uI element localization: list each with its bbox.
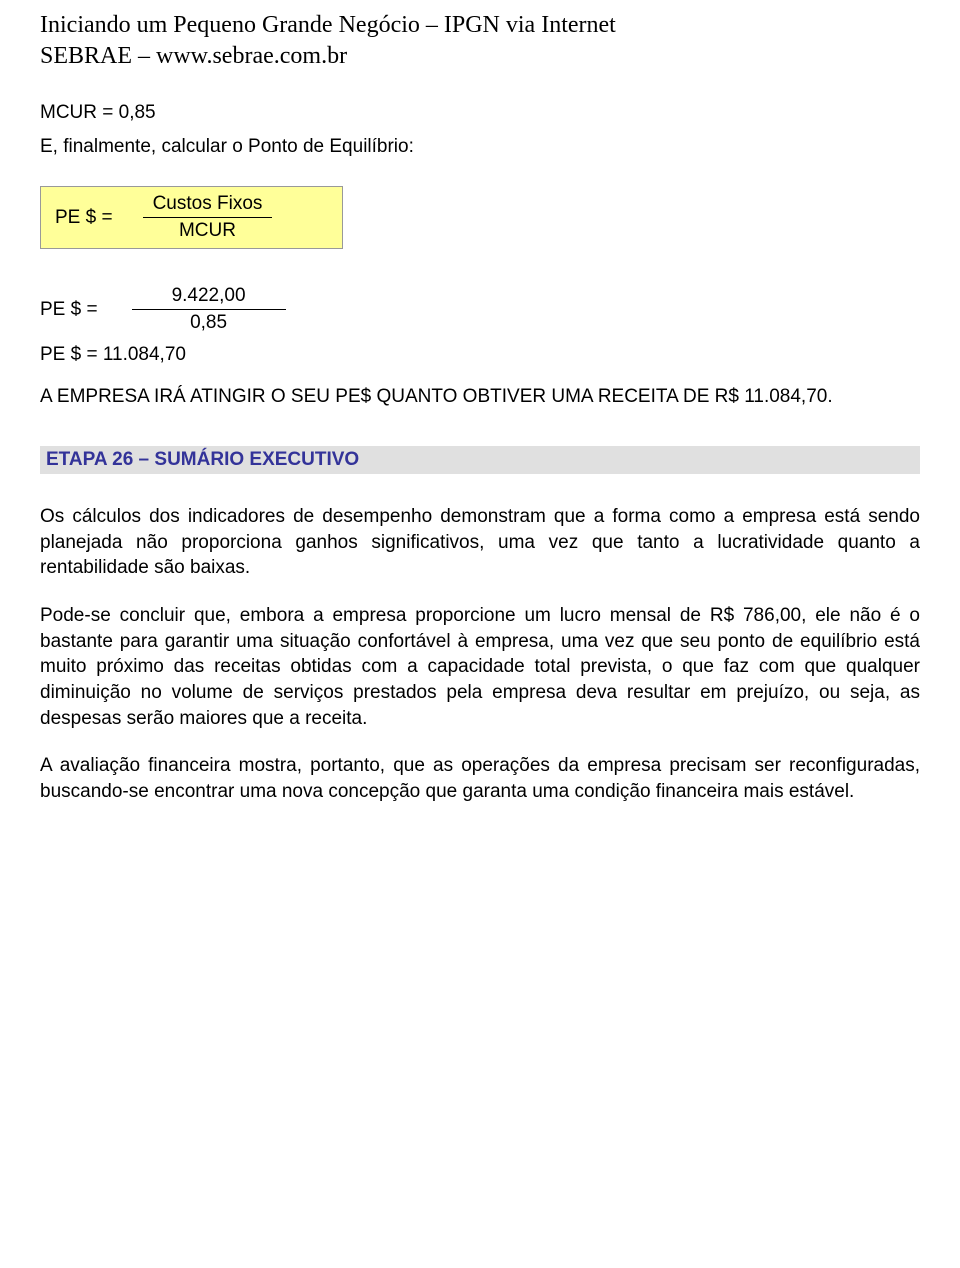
document-title: Iniciando um Pequeno Grande Negócio – IP…: [40, 10, 920, 41]
calculation-lhs: PE $ =: [40, 299, 132, 321]
section-heading: ETAPA 26 – SUMÁRIO EXECUTIVO: [40, 446, 920, 474]
formula-lhs: PE $ =: [55, 207, 143, 229]
formula-numerator: Custos Fixos: [143, 193, 273, 218]
calculation-denominator: 0,85: [190, 310, 227, 334]
document-subtitle: SEBRAE – www.sebrae.com.br: [40, 41, 920, 72]
formula-box: PE $ = Custos Fixos MCUR: [40, 186, 343, 249]
calculation-row: PE $ = 9.422,00 0,85: [40, 285, 920, 334]
intro-instruction: E, finalmente, calcular o Ponto de Equil…: [40, 136, 920, 158]
body-paragraph-1: Os cálculos dos indicadores de desempenh…: [40, 504, 920, 581]
body-paragraph-2: Pode-se concluir que, embora a empresa p…: [40, 603, 920, 731]
body-paragraph-3: A avaliação financeira mostra, portanto,…: [40, 753, 920, 804]
conclusion-statement: A EMPRESA IRÁ ATINGIR O SEU PE$ QUANTO O…: [40, 384, 920, 410]
calculation-numerator: 9.422,00: [132, 285, 286, 310]
calculation-fraction: 9.422,00 0,85: [132, 285, 286, 334]
formula-denominator: MCUR: [179, 218, 236, 242]
calculation-result: PE $ = 11.084,70: [40, 344, 920, 366]
intro-mcur-value: MCUR = 0,85: [40, 102, 920, 124]
formula-fraction: Custos Fixos MCUR: [143, 193, 273, 242]
